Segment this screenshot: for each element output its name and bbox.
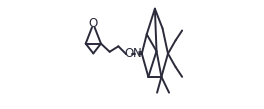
Text: O: O	[89, 17, 98, 31]
Text: N: N	[133, 47, 142, 60]
Text: O: O	[125, 47, 134, 60]
